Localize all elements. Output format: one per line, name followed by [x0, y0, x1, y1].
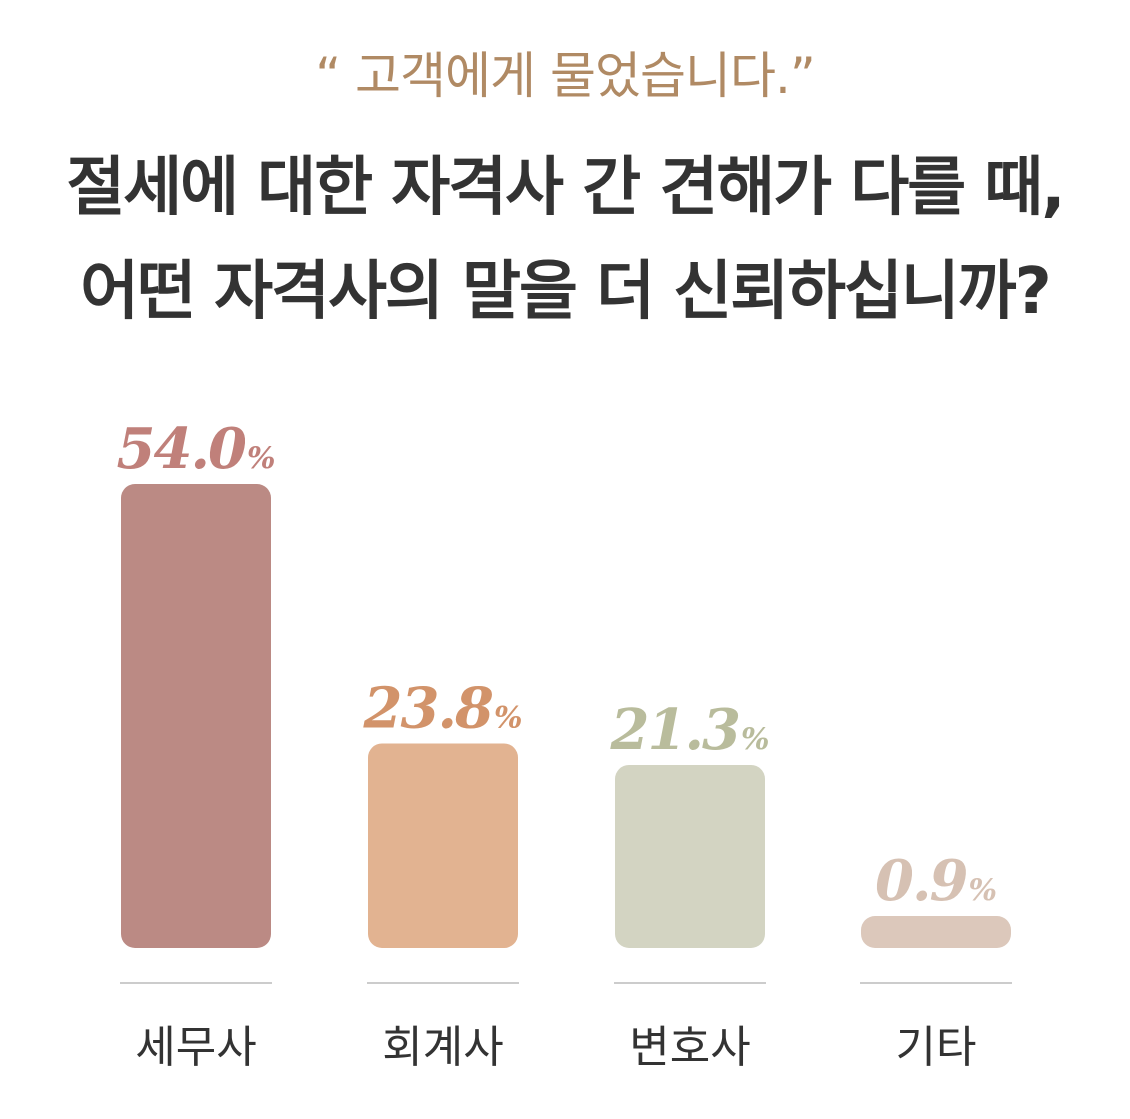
chart-subtitle: “ 고객에게 물었습니다.”	[315, 47, 816, 105]
category-label-byeonhosa: 변호사	[629, 1022, 750, 1073]
value-label-hoegyesa: 23.8%	[363, 675, 523, 741]
value-label-gita: 0.9%	[875, 848, 997, 914]
category-label-semusa: 세무사	[135, 1022, 256, 1073]
category-label-hoegyesa: 회계사	[382, 1022, 503, 1073]
bar-gita	[861, 916, 1011, 948]
category-label-gita: 기타	[896, 1022, 977, 1073]
bar-byeonhosa	[615, 764, 765, 948]
chart-title-line-2: 어떤 자격사의 말을 더 신뢰하십니까?	[80, 255, 1051, 329]
chart-title-line-1: 절세에 대한 자격사 간 견해가 다를 때,	[66, 151, 1065, 225]
value-label-byeonhosa: 21.3%	[610, 697, 770, 763]
bar-semusa	[121, 484, 271, 948]
value-label-semusa: 54.0%	[117, 416, 276, 482]
bar-hoegyesa	[368, 743, 518, 948]
